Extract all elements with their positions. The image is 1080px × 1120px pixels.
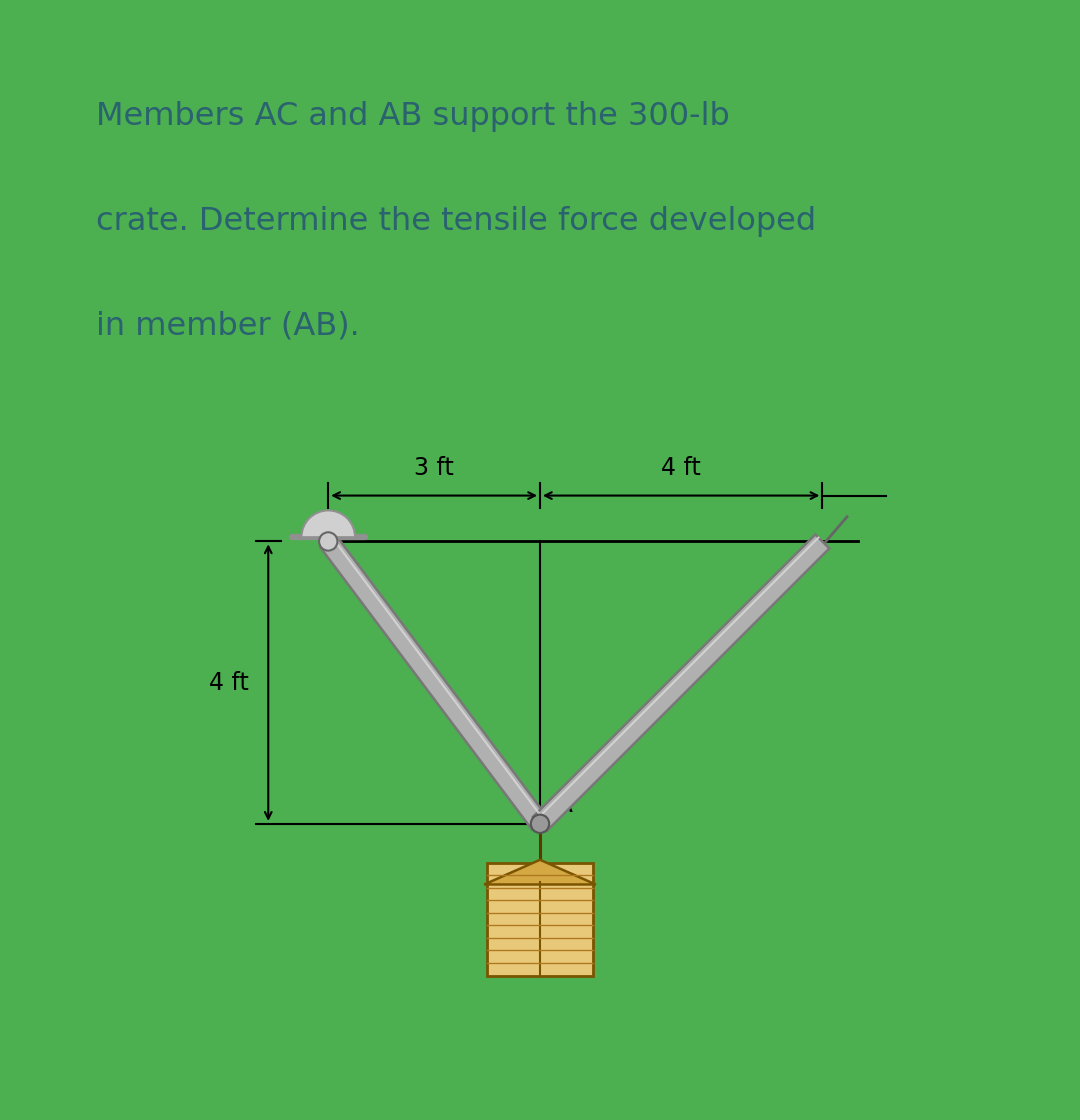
Polygon shape	[321, 535, 548, 830]
Circle shape	[319, 532, 337, 551]
Text: C: C	[341, 561, 361, 589]
Text: 4 ft: 4 ft	[208, 671, 248, 694]
Text: crate. Determine the tensile force developed: crate. Determine the tensile force devel…	[96, 206, 816, 236]
Bar	[487, 862, 593, 976]
Polygon shape	[484, 860, 596, 885]
Text: 4 ft: 4 ft	[661, 456, 701, 480]
Text: Members AC and AB support the 300-lb: Members AC and AB support the 300-lb	[96, 101, 730, 132]
Text: A: A	[554, 790, 573, 818]
Polygon shape	[534, 534, 829, 831]
Text: 3 ft: 3 ft	[415, 456, 454, 480]
Text: in member (AB).: in member (AB).	[96, 310, 360, 342]
Wedge shape	[301, 511, 355, 538]
Circle shape	[531, 814, 549, 833]
